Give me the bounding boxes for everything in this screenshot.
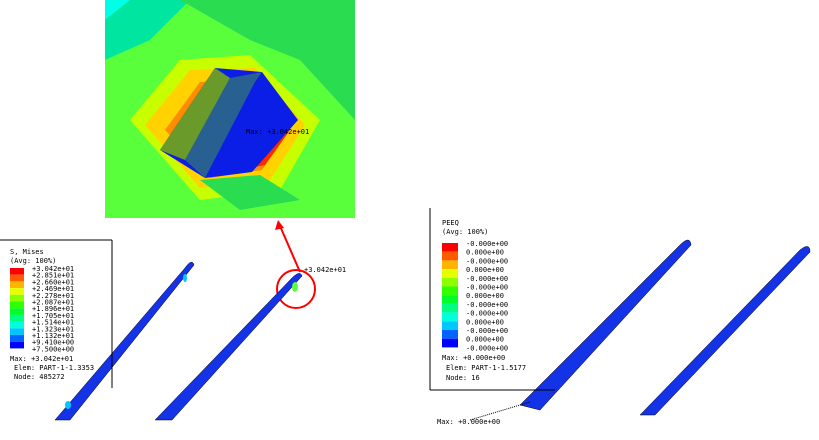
legend-color-swatch [10, 274, 24, 282]
legend-value: +2.660e+01 [32, 278, 74, 286]
zoom-inset: Max: +3.042e+01 [105, 0, 355, 218]
legend-color-swatch [10, 321, 24, 329]
legend-color-swatch [442, 269, 458, 278]
legend-node: Node: 16 [446, 374, 480, 382]
legend-title: S, Mises [10, 248, 44, 256]
left-models: +3.042e+01 [54, 261, 346, 421]
legend-color-swatch [442, 338, 458, 348]
legend-value: -0.000e+00 [466, 327, 508, 335]
legend-avg: (Avg: 100%) [442, 228, 488, 236]
legend-value: -0.000e+00 [466, 344, 508, 352]
legend-value: +1.705e+01 [32, 312, 74, 320]
legend-value: +2.087e+01 [32, 299, 74, 307]
inset-max-label: Max: +3.042e+01 [246, 128, 309, 136]
legend-color-swatch [442, 321, 458, 330]
legend-value: +9.410e+00 [32, 339, 74, 347]
legend-value: -0.000e+00 [466, 257, 508, 265]
legend-value: +2.851e+01 [32, 272, 74, 280]
legend-avg: (Avg: 100%) [10, 257, 56, 265]
left-legend: S, Mises (Avg: 100%) +3.042e+01+2.851e+0… [0, 239, 113, 388]
right-max-label: Max: +0.000e+00 [437, 418, 500, 426]
legend-value: -0.000e+00 [466, 275, 508, 283]
legend-color-swatch [442, 303, 458, 313]
legend-color-swatch [442, 286, 458, 296]
legend-color-swatch [442, 260, 458, 270]
legend-value: -0.000e+00 [466, 301, 508, 309]
legend-node: Node: 485272 [14, 373, 65, 381]
legend-color-swatch [10, 314, 24, 322]
legend-color-swatch [442, 312, 458, 322]
legend-value: +7.500e+00 [32, 345, 74, 353]
legend-color-swatch [10, 281, 24, 289]
legend-color-swatch [10, 335, 24, 342]
legend-value: +1.514e+01 [32, 319, 74, 327]
arrow-head-icon [275, 220, 284, 230]
legend-color-swatch [10, 341, 24, 349]
legend-value: 0.000e+00 [466, 249, 504, 257]
legend-value: +2.469e+01 [32, 285, 74, 293]
legend-value: +1.323e+01 [32, 325, 74, 333]
legend-value: -0.000e+00 [466, 310, 508, 318]
legend-value: 0.000e+00 [466, 292, 504, 300]
legend-value: 0.000e+00 [466, 336, 504, 344]
legend-value: -0.000e+00 [466, 240, 508, 248]
right-models: Max: +0.000e+00 [437, 239, 811, 426]
legend-color-swatch [10, 301, 24, 309]
legend-color-swatch [10, 268, 24, 275]
legend-value: 0.000e+00 [466, 266, 504, 274]
legend-elem: Elem: PART-1-1.5177 [446, 364, 526, 372]
legend-value: 0.000e+00 [466, 318, 504, 326]
model-max-label: +3.042e+01 [304, 266, 346, 274]
legend-color-swatch [10, 294, 24, 302]
legend-max: Max: +0.000e+00 [442, 354, 505, 362]
legend-title: PEEQ [442, 219, 459, 227]
right-legend: PEEQ (Avg: 100%) -0.000e+000.000e+00-0.0… [429, 208, 555, 391]
highlight-circle [276, 269, 316, 309]
legend-color-swatch [10, 288, 24, 295]
legend-color-swatch [10, 308, 24, 315]
legend-color-swatch [442, 243, 458, 252]
legend-color-swatch [442, 251, 458, 261]
legend-color-swatch [10, 328, 24, 335]
legend-value: +2.278e+01 [32, 292, 74, 300]
legend-value: +1.132e+01 [32, 332, 74, 340]
legend-value: -0.000e+00 [466, 284, 508, 292]
legend-value: +3.042e+01 [32, 265, 74, 273]
legend-elem: Elem: PART-1-1.3353 [14, 364, 94, 372]
legend-color-swatch [442, 295, 458, 304]
legend-value: +1.896e+01 [32, 305, 74, 313]
legend-max: Max: +3.042e+01 [10, 355, 73, 363]
legend-color-swatch [442, 330, 458, 339]
callout-arrow [279, 225, 301, 273]
legend-color-swatch [442, 277, 458, 287]
